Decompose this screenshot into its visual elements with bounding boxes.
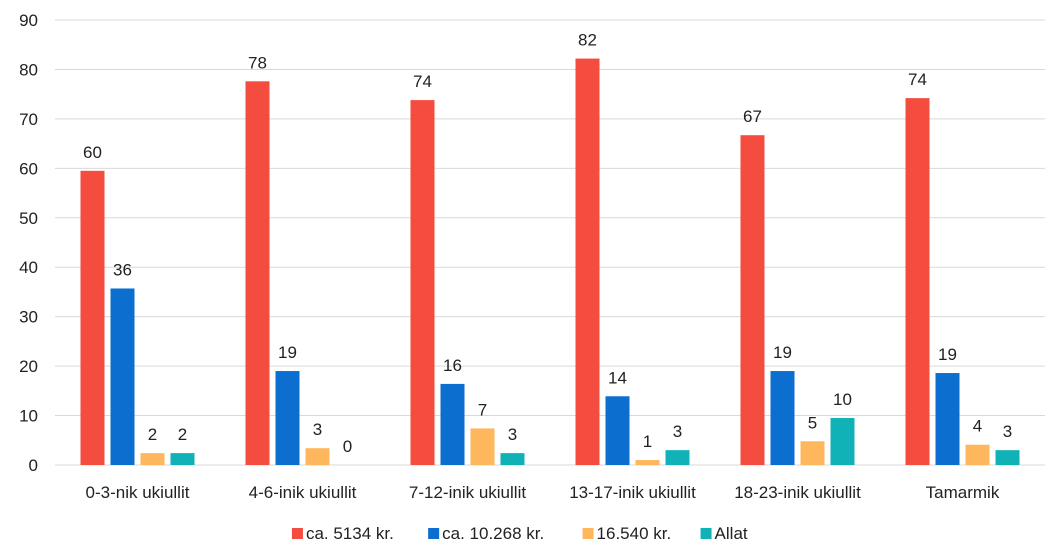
bar — [770, 371, 795, 465]
y-tick-label: 70 — [19, 110, 38, 129]
x-tick-label: 13-17-inik ukiullit — [569, 483, 696, 502]
legend-label: 16.540 kr. — [597, 524, 672, 543]
data-label: 19 — [278, 343, 297, 362]
bar — [995, 450, 1020, 465]
legend-item: ca. 5134 kr. — [291, 524, 394, 543]
x-tick-label: 18-23-inik ukiullit — [734, 483, 861, 502]
data-label: 4 — [973, 417, 982, 436]
data-label: 74 — [413, 72, 432, 91]
y-tick-label: 10 — [19, 407, 38, 426]
bar — [905, 98, 930, 465]
y-axis: 0 10 20 30 40 50 60 70 80 90 — [19, 11, 38, 475]
legend-label: Allat — [715, 524, 748, 543]
data-label: 82 — [578, 31, 597, 50]
data-labels: 60 36 2 2 78 19 3 0 74 16 7 3 82 14 1 3 67 19 5 10 74 19 4 3 — [83, 31, 1012, 456]
bar — [830, 418, 855, 465]
bar — [500, 453, 525, 465]
legend-label: ca. 10.268 kr. — [442, 524, 544, 543]
bar — [410, 100, 435, 465]
data-label: 3 — [673, 422, 682, 441]
bar — [170, 453, 195, 465]
bar — [470, 428, 495, 465]
bar — [440, 383, 465, 465]
legend-item: Allat — [700, 524, 748, 543]
data-label: 3 — [508, 425, 517, 444]
legend-label: ca. 5134 kr. — [306, 524, 394, 543]
bar — [665, 450, 690, 465]
x-axis: 0-3-nik ukiullit 4-6-inik ukiullit 7-12-in… — [86, 483, 1000, 502]
data-label: 2 — [148, 425, 157, 444]
x-tick-label: 7-12-inik ukiullit — [409, 483, 526, 502]
bar — [605, 396, 630, 465]
legend-item: ca. 10.268 kr. — [428, 524, 544, 543]
legend-swatch — [700, 528, 712, 539]
bar — [110, 288, 135, 465]
legend-swatch — [291, 528, 303, 539]
data-label: 60 — [83, 143, 102, 162]
bar — [140, 453, 165, 465]
data-label: 7 — [478, 400, 487, 419]
data-label: 74 — [908, 70, 927, 89]
data-label: 3 — [1003, 422, 1012, 441]
gridlines — [55, 19, 1045, 466]
legend-item: 16.540 kr. — [582, 524, 672, 543]
legend-swatch — [582, 528, 594, 539]
data-label: 5 — [808, 413, 817, 432]
data-label: 19 — [773, 343, 792, 362]
data-label: 19 — [938, 345, 957, 364]
data-label: 2 — [178, 425, 187, 444]
bar — [800, 441, 825, 465]
legend: ca. 5134 kr. ca. 10.268 kr. 16.540 kr. Alla… — [291, 524, 748, 543]
y-tick-label: 90 — [19, 11, 38, 30]
bar — [635, 460, 660, 465]
data-label: 0 — [343, 437, 352, 456]
y-tick-label: 40 — [19, 258, 38, 277]
data-label: 10 — [833, 390, 852, 409]
data-label: 3 — [313, 420, 322, 439]
bar — [245, 81, 270, 466]
bar — [935, 373, 960, 465]
y-tick-label: 30 — [19, 308, 38, 327]
bar — [965, 444, 990, 465]
x-tick-label: 0-3-nik ukiullit — [86, 483, 190, 502]
bar — [80, 170, 105, 466]
bar — [575, 58, 600, 466]
y-tick-label: 80 — [19, 60, 38, 79]
bar — [740, 135, 765, 465]
bar — [275, 371, 300, 465]
data-label: 36 — [113, 260, 132, 279]
bar — [305, 448, 330, 465]
bars — [80, 58, 1020, 466]
y-tick-label: 0 — [29, 456, 38, 475]
y-tick-label: 50 — [19, 209, 38, 228]
data-label: 16 — [443, 356, 462, 375]
y-tick-label: 20 — [19, 357, 38, 376]
x-tick-label: 4-6-inik ukiullit — [249, 483, 357, 502]
data-label: 78 — [248, 53, 267, 72]
data-label: 67 — [743, 107, 762, 126]
x-tick-label: Tamarmik — [926, 483, 1000, 502]
legend-swatch — [428, 528, 440, 539]
data-label: 1 — [643, 432, 652, 451]
data-label: 14 — [608, 368, 627, 387]
y-tick-label: 60 — [19, 159, 38, 178]
